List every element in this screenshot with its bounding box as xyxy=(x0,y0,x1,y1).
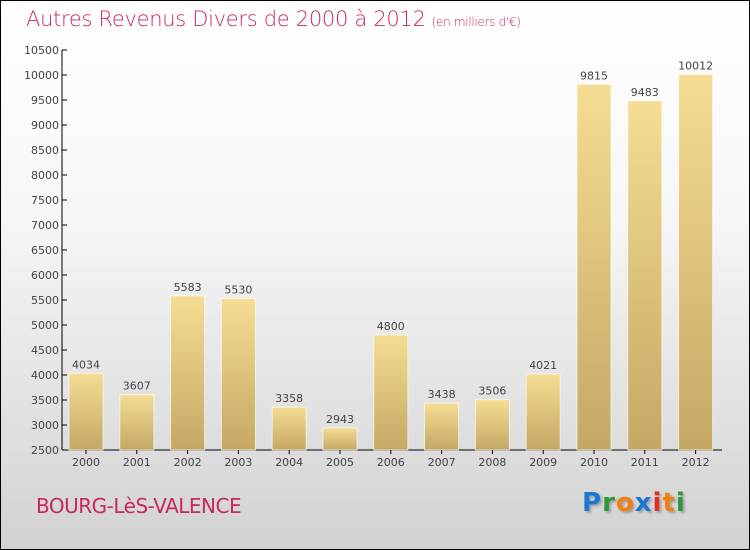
city-name: BOURG-LèS-VALENCE xyxy=(36,494,242,518)
bar xyxy=(170,295,206,451)
y-tick-label: 5500 xyxy=(31,294,59,307)
data-label: 5583 xyxy=(174,281,202,294)
data-label: 2943 xyxy=(326,413,354,426)
y-tick-label: 7000 xyxy=(31,219,59,232)
x-tick-label: 2008 xyxy=(478,456,506,469)
x-tick-label: 2004 xyxy=(275,456,303,469)
data-label: 9483 xyxy=(631,86,659,99)
bar xyxy=(627,100,663,451)
title-text: Autres Revenus Divers de 2000 à 2012 xyxy=(26,7,426,31)
data-label: 4800 xyxy=(377,320,405,333)
data-label: 4021 xyxy=(529,359,557,372)
data-label: 9815 xyxy=(580,69,608,82)
data-label: 4034 xyxy=(72,358,100,371)
y-tick-label: 6000 xyxy=(31,269,59,282)
x-tick-label: 2002 xyxy=(174,456,202,469)
data-label: 3438 xyxy=(428,388,456,401)
x-tick-label: 2007 xyxy=(428,456,456,469)
x-tick-label: 2001 xyxy=(123,456,151,469)
bar xyxy=(220,298,256,451)
data-label: 3607 xyxy=(123,380,151,393)
y-tick-label: 4500 xyxy=(31,344,59,357)
y-tick-label: 8000 xyxy=(31,169,59,182)
data-label: 3506 xyxy=(478,385,506,398)
y-tick-label: 2500 xyxy=(31,444,59,457)
bar xyxy=(525,373,561,451)
bar xyxy=(424,402,460,451)
bar xyxy=(576,83,612,451)
chart-subtitle: (en milliers d'€) xyxy=(431,15,521,29)
data-label: 5530 xyxy=(224,284,252,297)
bar xyxy=(119,394,155,451)
bar xyxy=(678,73,714,451)
bar xyxy=(68,372,104,451)
x-tick-label: 2003 xyxy=(224,456,252,469)
y-tick-label: 6500 xyxy=(31,244,59,257)
y-tick-label: 10500 xyxy=(24,44,59,57)
x-tick-label: 2005 xyxy=(326,456,354,469)
proxiti-logo[interactable]: Proxiti xyxy=(582,488,686,518)
y-tick-label: 5000 xyxy=(31,319,59,332)
bar xyxy=(271,406,307,451)
x-tick-label: 2000 xyxy=(72,456,100,469)
bar xyxy=(474,399,510,451)
chart-title: Autres Revenus Divers de 2000 à 2012 (en … xyxy=(26,6,521,32)
bar xyxy=(322,427,358,451)
data-label: 10012 xyxy=(678,59,713,72)
y-tick-label: 8500 xyxy=(31,144,59,157)
y-tick-label: 9500 xyxy=(31,94,59,107)
y-tick-label: 3000 xyxy=(31,419,59,432)
y-tick-label: 7500 xyxy=(31,194,59,207)
y-tick-label: 3500 xyxy=(31,394,59,407)
y-tick-label: 9000 xyxy=(31,119,59,132)
x-tick-label: 2012 xyxy=(682,456,710,469)
x-tick-label: 2011 xyxy=(631,456,659,469)
x-tick-label: 2006 xyxy=(377,456,405,469)
bar xyxy=(373,334,409,451)
data-label: 3358 xyxy=(275,392,303,405)
y-tick-label: 4000 xyxy=(31,369,59,382)
y-tick-label: 10000 xyxy=(24,69,59,82)
x-tick-label: 2010 xyxy=(580,456,608,469)
x-tick-label: 2009 xyxy=(529,456,557,469)
